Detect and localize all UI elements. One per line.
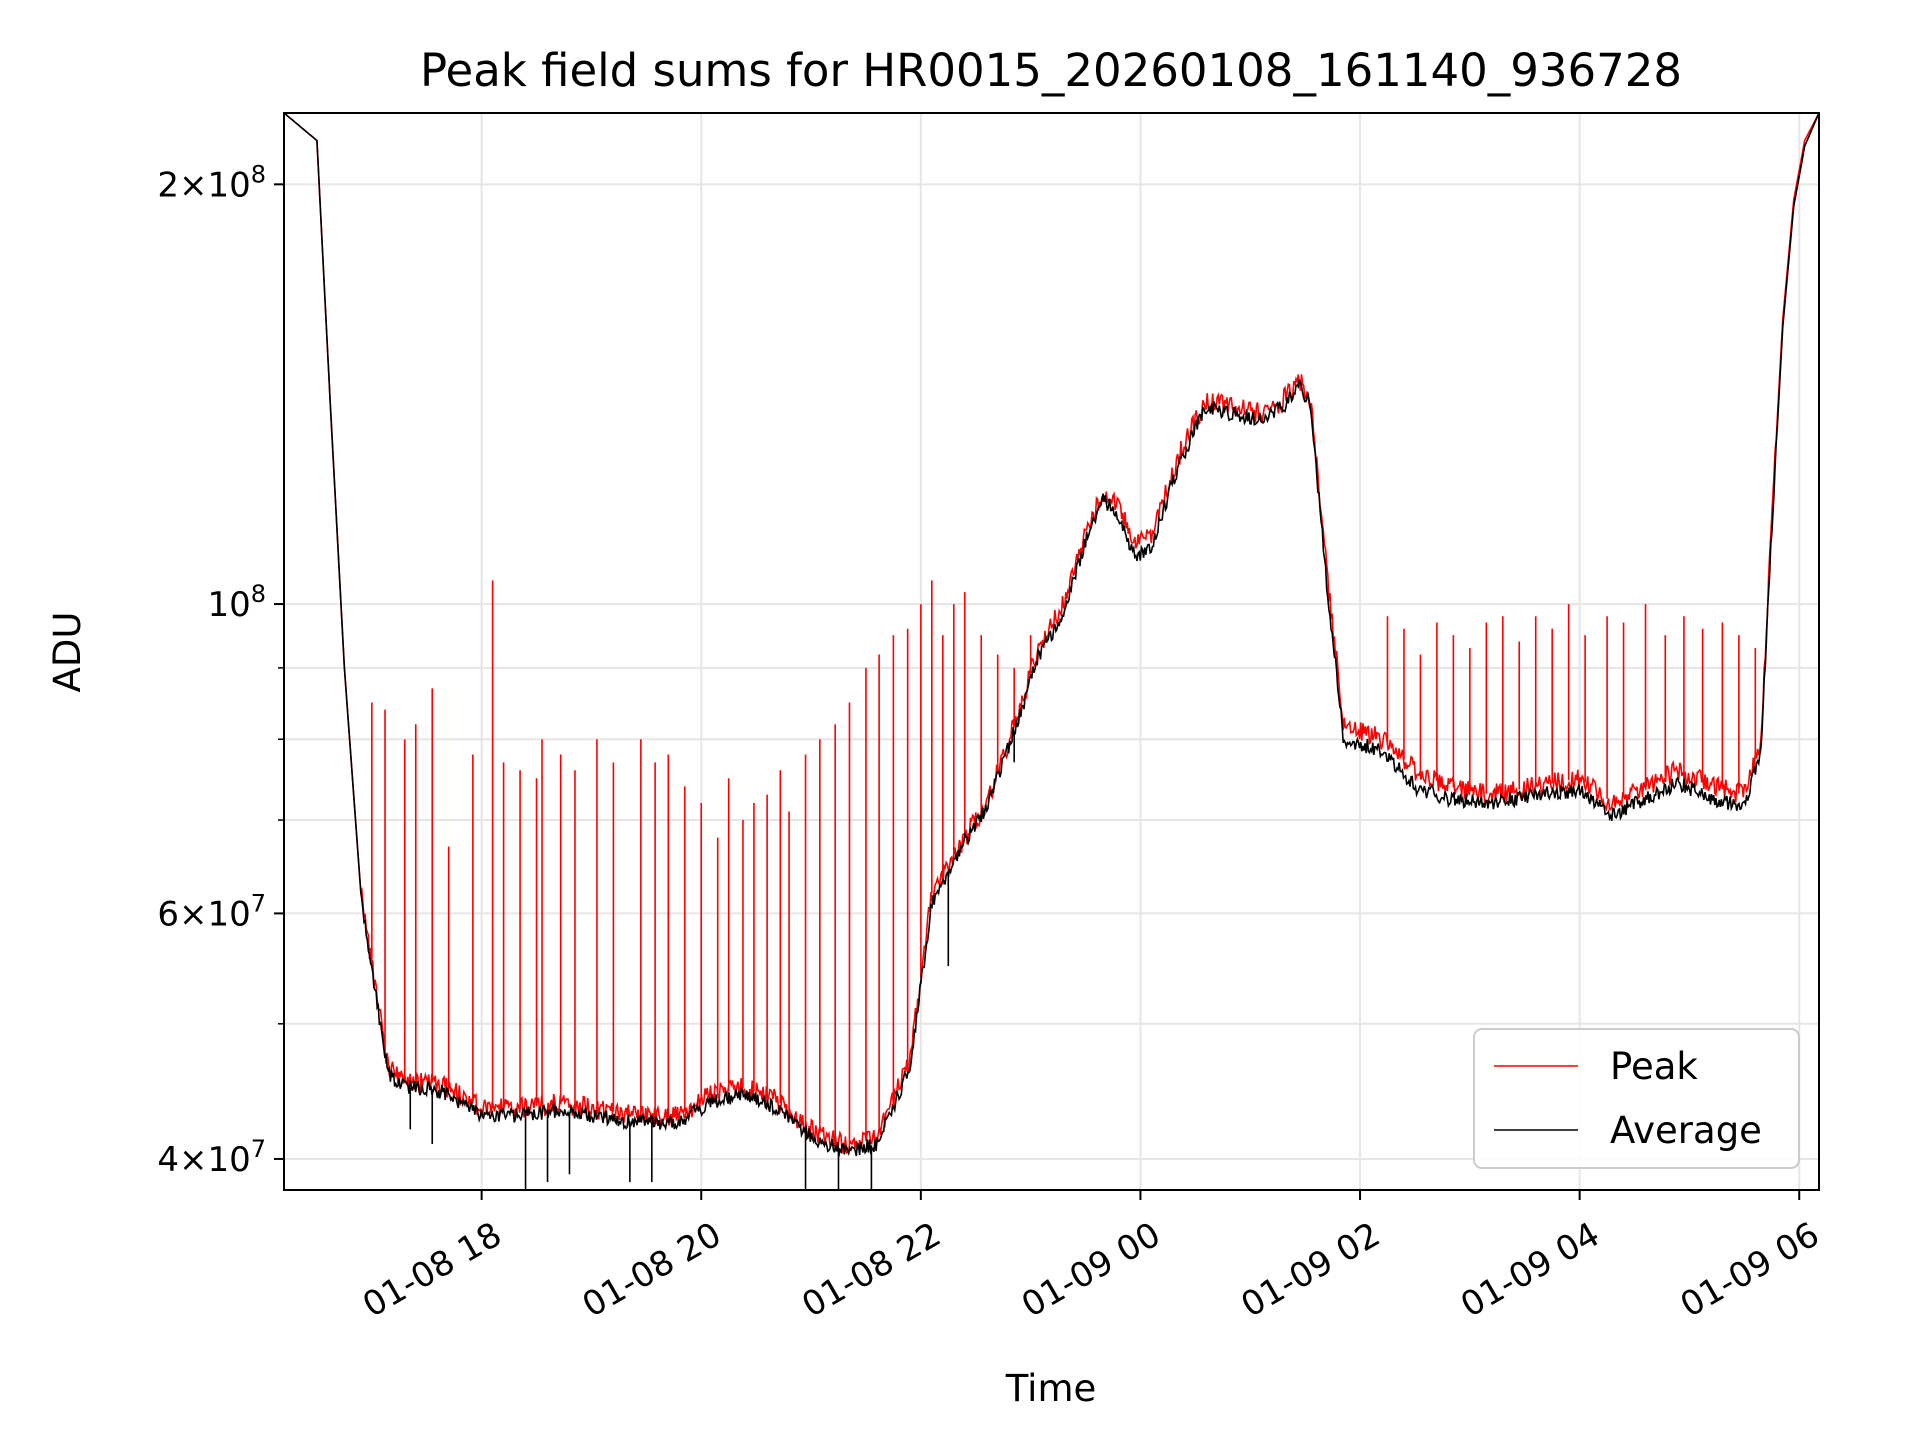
y-tick-label: 4×107 xyxy=(157,1135,266,1180)
y-tick-label: 6×107 xyxy=(157,889,266,934)
grid-layer xyxy=(284,113,1819,1190)
x-axis-label: Time xyxy=(1005,1367,1097,1410)
series-average-line xyxy=(284,113,1819,1157)
y-tick-label: 2×108 xyxy=(157,160,266,205)
x-tick-label: 01-09 04 xyxy=(1454,1215,1606,1326)
x-tick-label: 01-09 06 xyxy=(1674,1215,1826,1326)
legend-box xyxy=(1473,1028,1800,1169)
legend: Peak Average xyxy=(1473,1028,1800,1169)
x-tick-label: 01-09 00 xyxy=(1015,1215,1167,1326)
y-axis-label: ADU xyxy=(46,612,89,693)
y-tick-label: 108 xyxy=(207,580,266,625)
series-peak-line xyxy=(284,113,1819,1154)
legend-average-label: Average xyxy=(1610,1109,1762,1152)
series-layer xyxy=(284,113,1819,1190)
x-tick-label: 01-08 18 xyxy=(356,1215,508,1326)
x-tick-label: 01-08 22 xyxy=(795,1215,947,1326)
chart-title: Peak field sums for HR0015_20260108_1611… xyxy=(420,44,1682,97)
x-tick-label: 01-09 02 xyxy=(1235,1215,1387,1326)
legend-peak-label: Peak xyxy=(1610,1045,1698,1088)
x-tick-label: 01-08 20 xyxy=(576,1215,728,1326)
plot-frame xyxy=(283,112,1820,1191)
